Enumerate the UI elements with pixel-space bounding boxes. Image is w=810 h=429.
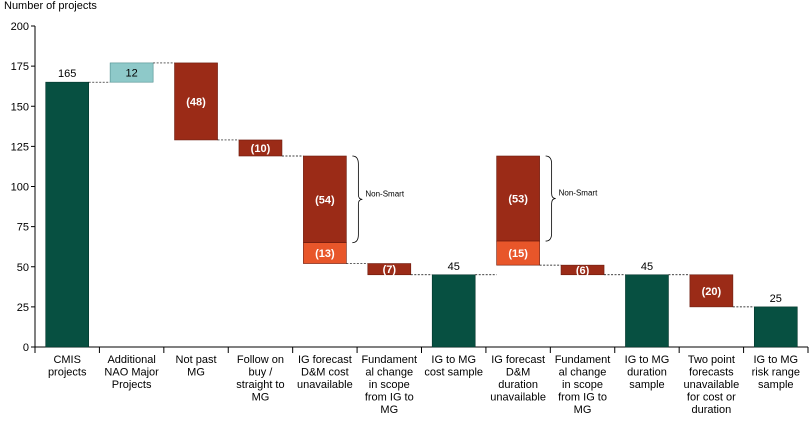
data-label: (7): [383, 264, 397, 276]
x-tick-label: D&M cost: [301, 367, 349, 379]
x-tick-label: NAO Major: [104, 367, 159, 379]
bar: [753, 306, 798, 348]
x-tick-label: MG: [574, 404, 592, 416]
x-tick-label: Additional: [107, 354, 155, 366]
bar: [174, 62, 218, 141]
x-tick-label: MG: [380, 404, 398, 416]
bar: [238, 139, 283, 157]
bar: [431, 274, 476, 348]
bar-segment: [496, 155, 540, 242]
data-label: (13): [315, 248, 335, 260]
x-tick-label: buy /: [249, 367, 274, 379]
x-tick-label: duration: [498, 379, 538, 391]
bar: [367, 263, 412, 276]
y-tick-label: 125: [11, 141, 29, 153]
bar-segment: [496, 240, 540, 266]
y-tick-label: 100: [11, 182, 29, 194]
x-tick-label: straight to: [236, 379, 284, 391]
bar: [560, 264, 605, 276]
y-tick-label: 150: [11, 101, 29, 113]
bar: [689, 274, 734, 308]
x-tick-label: from IG to: [558, 392, 607, 404]
bar: [625, 274, 669, 348]
data-label: 45: [448, 261, 460, 273]
data-label: (54): [315, 194, 335, 206]
x-tick-label: al change: [559, 367, 607, 379]
data-label: (48): [186, 96, 206, 108]
data-label: (53): [508, 194, 528, 206]
bar-segment: [303, 155, 347, 243]
x-tick-label: IG to MG: [431, 354, 476, 366]
y-axis-title: Number of projects: [4, 0, 97, 12]
x-tick-label: in scope: [369, 379, 410, 391]
data-label: 25: [770, 293, 782, 305]
x-tick-label: cost sample: [424, 367, 483, 379]
x-tick-label: unavailable: [490, 392, 546, 404]
x-tick-label: MG: [187, 367, 205, 379]
x-tick-label: in scope: [562, 379, 603, 391]
data-label: 165: [58, 68, 76, 80]
x-tick-label: duration: [691, 404, 731, 416]
x-tick-label: projects: [48, 367, 87, 379]
data-label: (15): [508, 248, 528, 260]
data-label: 45: [641, 261, 653, 273]
bar-segment: [303, 242, 347, 264]
x-tick-label: IG to MG: [753, 354, 798, 366]
data-label: 12: [126, 68, 138, 80]
y-tick-label: 50: [17, 262, 29, 274]
x-tick-label: for cost or: [687, 392, 736, 404]
x-tick-label: al change: [365, 367, 413, 379]
bracket-icon: [352, 155, 363, 244]
x-tick-label: duration: [627, 367, 667, 379]
x-tick-label: MG: [252, 392, 270, 404]
data-label: (20): [702, 286, 722, 298]
data-label: (10): [251, 143, 271, 155]
x-tick-label: risk range: [752, 367, 800, 379]
bar: [45, 81, 90, 348]
x-tick-label: Fundament: [555, 354, 611, 366]
bar: [109, 62, 154, 83]
y-tick-label: 0: [23, 342, 29, 354]
y-tick-label: 175: [11, 61, 29, 73]
x-tick-label: sample: [629, 379, 664, 391]
y-tick-label: 75: [17, 222, 29, 234]
x-tick-label: unavailable: [684, 379, 740, 391]
y-tick-label: 25: [17, 302, 29, 314]
x-tick-label: Not past: [176, 354, 217, 366]
x-tick-label: Two point: [688, 354, 735, 366]
x-tick-label: forecasts: [689, 367, 734, 379]
x-tick-label: IG forecast: [491, 354, 545, 366]
annotation-label: Non-Smart: [365, 189, 404, 198]
x-tick-label: sample: [758, 379, 793, 391]
x-tick-label: unavailable: [297, 379, 353, 391]
data-label: (6): [576, 265, 590, 277]
annotation-label: Non-Smart: [559, 189, 598, 198]
x-tick-label: IG forecast: [298, 354, 352, 366]
x-tick-label: from IG to: [365, 392, 414, 404]
x-tick-label: D&M: [506, 367, 530, 379]
bracket-icon: [545, 155, 556, 242]
y-tick-label: 200: [11, 21, 29, 33]
x-tick-label: Projects: [112, 379, 152, 391]
x-tick-label: CMIS: [53, 354, 81, 366]
x-tick-label: Fundament: [361, 354, 417, 366]
x-tick-label: IG to MG: [625, 354, 670, 366]
x-tick-label: Follow on: [237, 354, 284, 366]
